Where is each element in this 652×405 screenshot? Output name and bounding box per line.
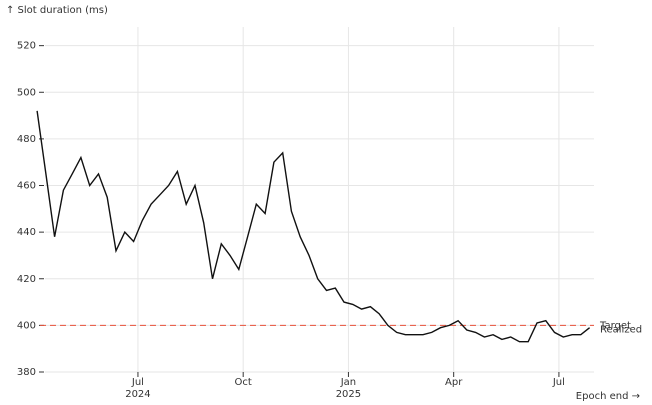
y-tick-label: 460: [17, 181, 36, 192]
y-tick-label: 480: [17, 134, 36, 145]
x-tick-label: Oct: [234, 377, 252, 388]
y-tick-label: 420: [17, 274, 36, 285]
x-tick-label: Apr: [445, 377, 463, 388]
line-series: [36, 110, 591, 343]
x-axis-label: Epoch end →: [576, 391, 640, 402]
y-tick-label: 520: [17, 41, 36, 52]
reference-label: Target: [599, 320, 631, 331]
y-tick-label: 500: [17, 87, 36, 98]
x-tick-label: Jul: [552, 377, 565, 388]
x-tick-label: Jul 2024: [125, 377, 151, 400]
series-label: Realized: [600, 325, 642, 336]
y-tick-label: 440: [17, 227, 36, 238]
y-tick-label: 380: [17, 367, 36, 378]
y-axis-label: ↑ Slot duration (ms): [6, 5, 108, 16]
x-tick-label: Jan 2025: [335, 377, 362, 400]
y-tick-label: 400: [17, 320, 36, 331]
